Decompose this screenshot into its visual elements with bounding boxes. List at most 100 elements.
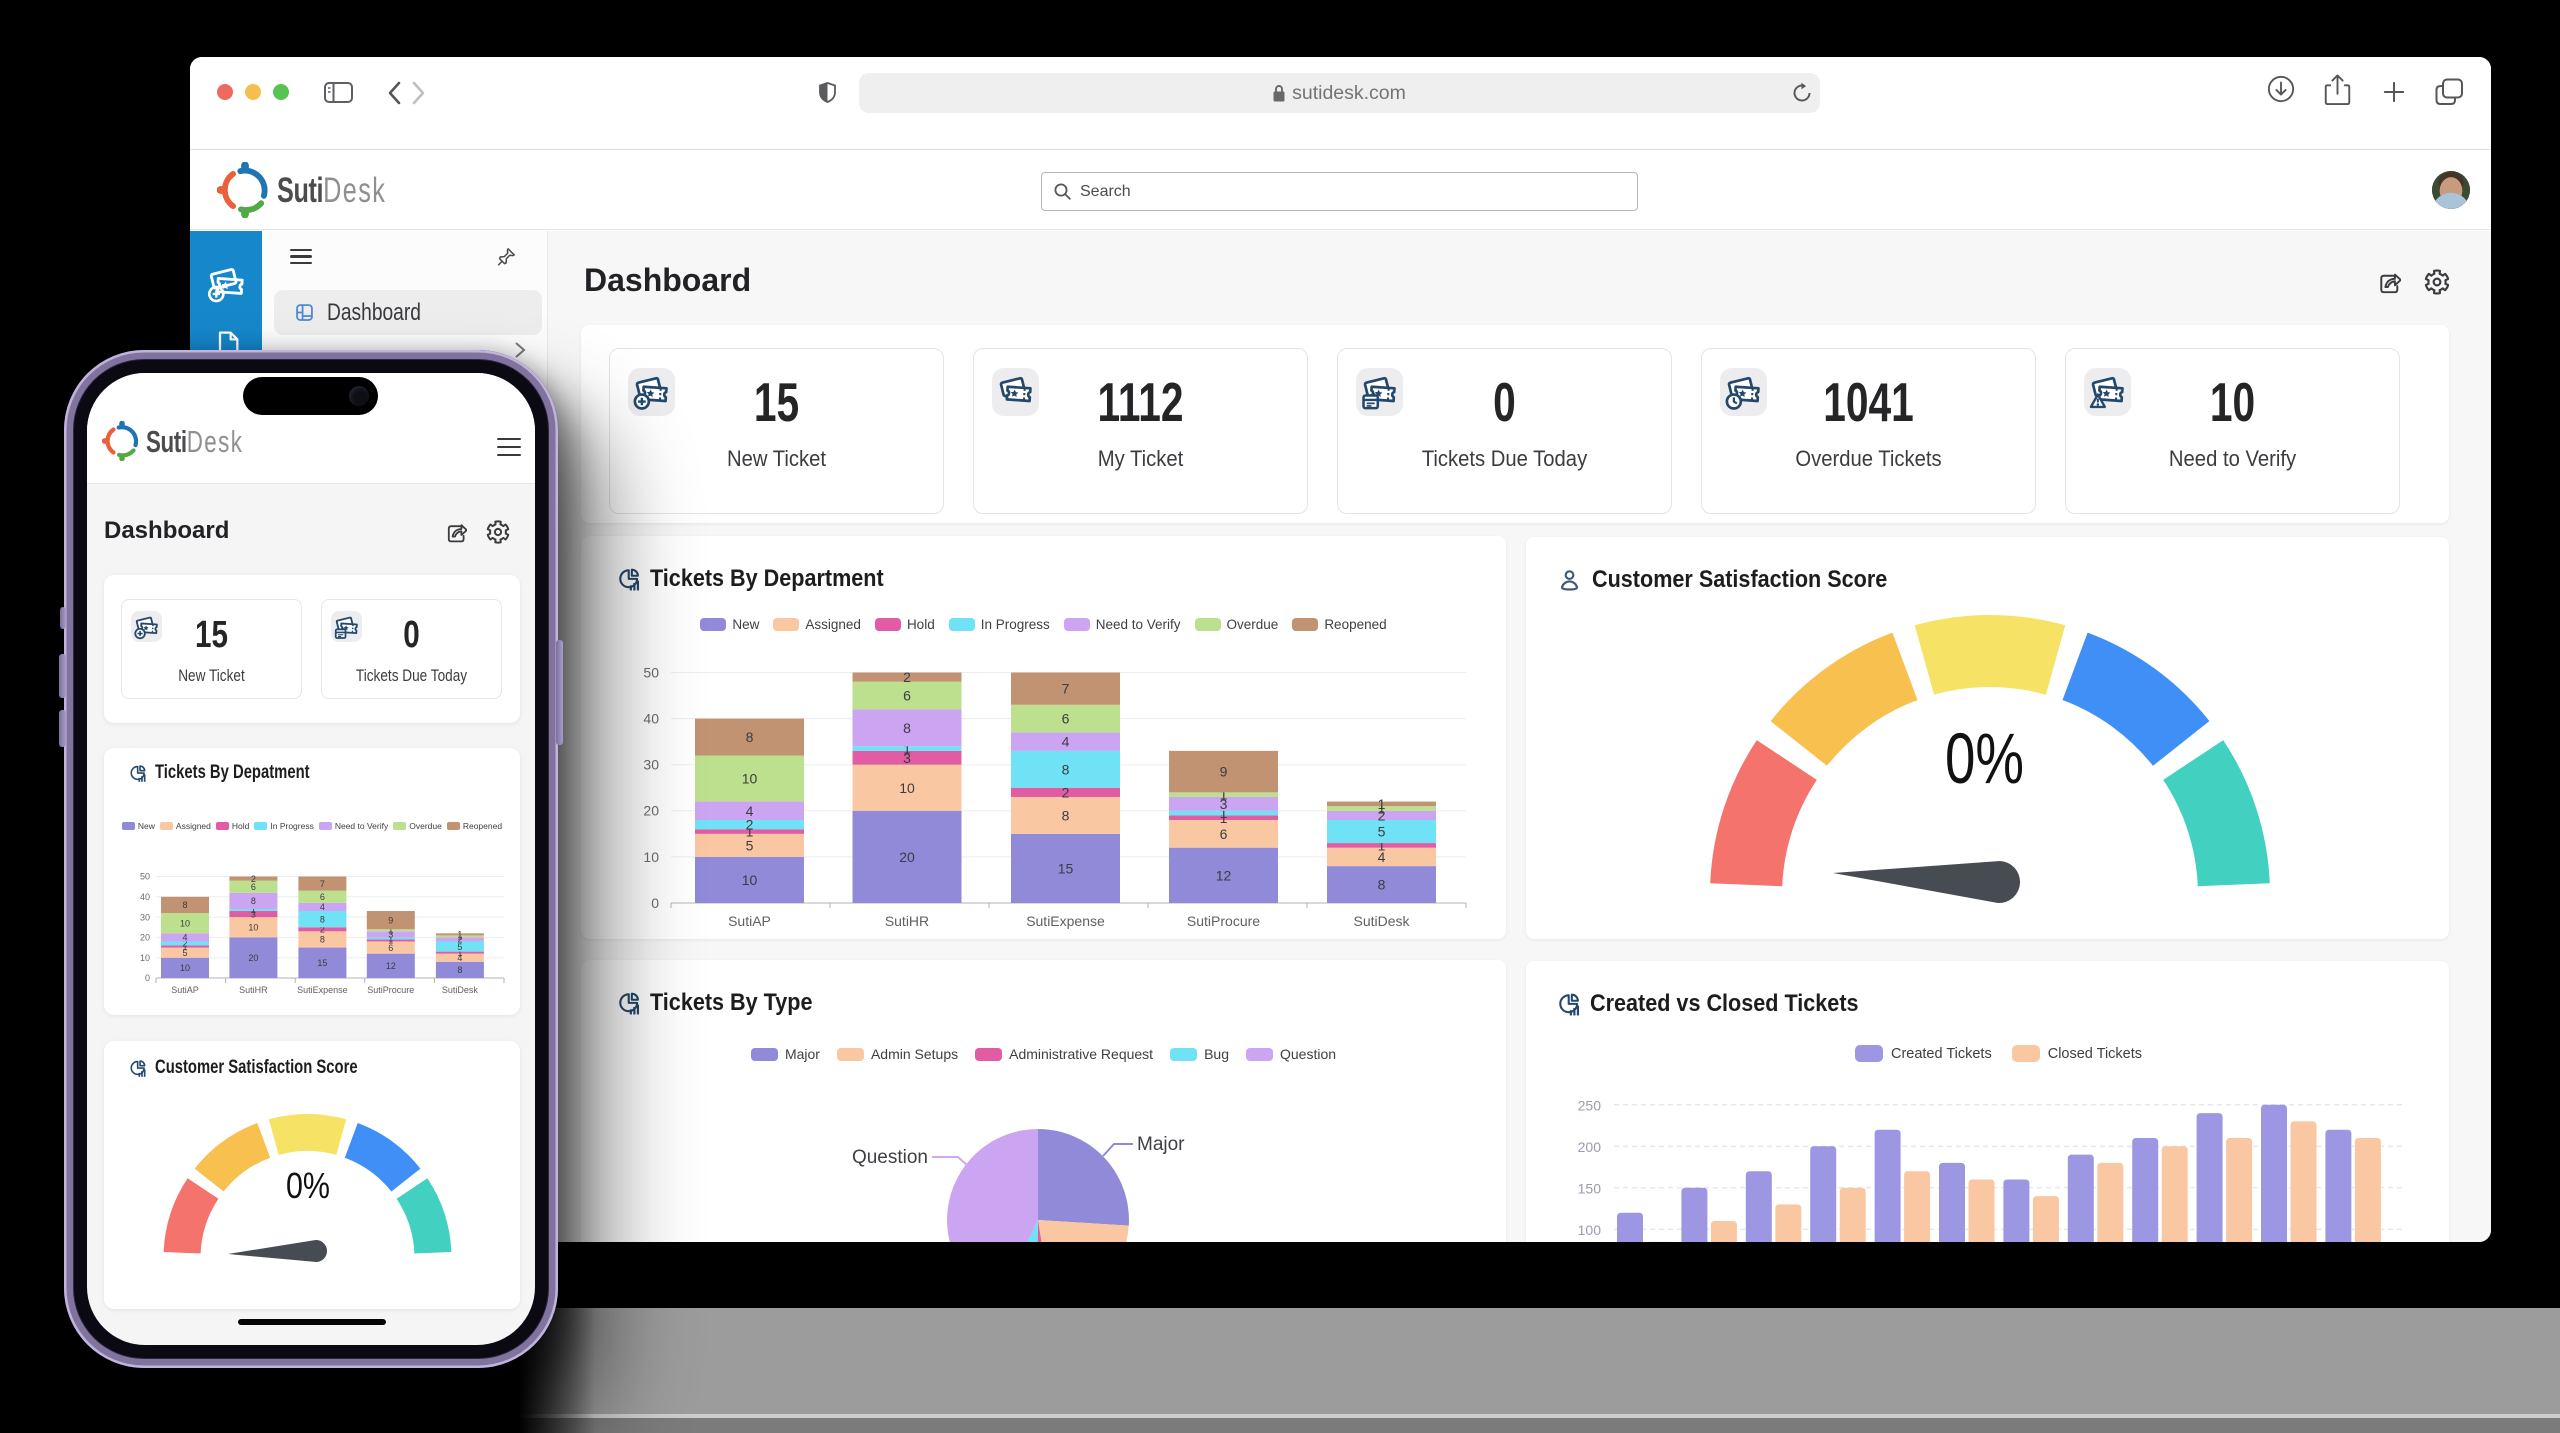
svg-text:0%: 0% [286,1165,330,1206]
svg-text:8: 8 [320,914,325,924]
svg-text:0: 0 [651,895,659,911]
svg-text:6: 6 [1062,711,1070,727]
svg-text:2: 2 [320,925,325,935]
svg-text:20: 20 [899,849,915,865]
svg-text:5: 5 [457,942,462,952]
svg-text:1: 1 [457,930,462,940]
svg-text:10: 10 [248,923,258,933]
svg-text:40: 40 [140,892,150,902]
svg-text:6: 6 [320,892,325,902]
svg-text:30: 30 [643,757,659,773]
svg-text:SutiHR: SutiHR [239,985,268,995]
svg-text:1: 1 [746,824,754,840]
svg-text:SutiProcure: SutiProcure [1187,913,1260,929]
svg-text:20: 20 [643,803,659,819]
svg-text:1: 1 [388,934,393,944]
svg-text:1: 1 [251,905,256,915]
svg-text:1: 1 [457,932,462,942]
svg-text:8: 8 [251,896,256,906]
svg-text:6: 6 [1220,826,1228,842]
svg-text:2: 2 [1062,784,1070,800]
svg-text:10: 10 [742,872,758,888]
svg-text:50: 50 [643,664,659,680]
svg-text:10: 10 [140,953,150,963]
svg-text:1: 1 [1220,787,1228,803]
svg-text:8: 8 [1062,808,1070,824]
svg-text:9: 9 [1220,764,1228,780]
svg-text:4: 4 [746,803,754,819]
svg-text:3: 3 [251,909,256,919]
svg-text:3: 3 [1220,796,1228,812]
svg-text:2: 2 [182,939,187,949]
svg-text:10: 10 [899,780,915,796]
svg-text:SutiProcure: SutiProcure [367,985,414,995]
svg-text:10: 10 [180,963,190,973]
svg-text:2: 2 [903,669,911,685]
svg-text:8: 8 [746,729,754,745]
svg-text:2: 2 [746,817,754,833]
svg-text:4: 4 [1062,734,1070,750]
svg-text:10: 10 [742,771,758,787]
svg-text:3: 3 [388,930,393,940]
svg-text:8: 8 [1062,761,1070,777]
svg-text:SutiExpense: SutiExpense [1026,913,1105,929]
svg-text:4: 4 [1378,849,1386,865]
svg-text:4: 4 [320,902,325,912]
svg-text:30: 30 [140,912,150,922]
svg-text:20: 20 [140,933,150,943]
svg-text:SutiDesk: SutiDesk [1353,913,1410,929]
svg-text:1: 1 [388,936,393,946]
svg-text:5: 5 [746,837,754,853]
svg-text:1: 1 [457,948,462,958]
svg-text:1: 1 [1220,805,1228,821]
svg-text:1: 1 [388,926,393,936]
svg-text:SutiDesk: SutiDesk [442,985,479,995]
svg-text:4: 4 [182,933,187,943]
svg-text:100: 100 [1578,1222,1602,1238]
svg-text:7: 7 [320,879,325,889]
svg-text:Major: Major [1137,1134,1185,1155]
svg-text:8: 8 [320,935,325,945]
svg-text:8: 8 [182,900,187,910]
svg-text:1: 1 [1378,801,1386,817]
svg-text:15: 15 [1058,861,1074,877]
svg-text:9: 9 [388,915,393,925]
svg-text:12: 12 [1216,867,1232,883]
svg-text:0%: 0% [1945,720,2024,799]
svg-text:SutiAP: SutiAP [728,913,771,929]
svg-text:5: 5 [1378,824,1386,840]
svg-text:1: 1 [1220,810,1228,826]
svg-text:15: 15 [317,958,327,968]
svg-text:6: 6 [251,882,256,892]
svg-text:1: 1 [903,741,911,757]
svg-text:10: 10 [180,918,190,928]
svg-text:250: 250 [1578,1097,1602,1113]
svg-text:8: 8 [903,720,911,736]
svg-text:40: 40 [643,711,659,727]
svg-text:2: 2 [457,935,462,945]
svg-text:1: 1 [182,942,187,952]
svg-text:7: 7 [1062,681,1070,697]
svg-text:50: 50 [140,872,150,882]
svg-text:0: 0 [145,973,150,983]
svg-text:5: 5 [182,948,187,958]
svg-text:10: 10 [643,849,659,865]
svg-text:200: 200 [1578,1139,1602,1155]
svg-text:150: 150 [1578,1180,1602,1196]
svg-text:6: 6 [388,943,393,953]
svg-text:2: 2 [251,874,256,884]
svg-text:4: 4 [457,953,462,963]
svg-text:Question: Question [852,1147,928,1168]
svg-text:6: 6 [903,688,911,704]
svg-text:SutiAP: SutiAP [171,985,199,995]
svg-text:SutiHR: SutiHR [885,913,929,929]
svg-text:SutiExpense: SutiExpense [297,985,348,995]
svg-text:12: 12 [386,961,396,971]
svg-text:2: 2 [1378,807,1386,823]
svg-text:8: 8 [457,965,462,975]
svg-text:8: 8 [1378,877,1386,893]
svg-text:20: 20 [248,953,258,963]
svg-text:1: 1 [1378,837,1386,853]
svg-text:3: 3 [903,750,911,766]
svg-text:1: 1 [1378,796,1386,812]
